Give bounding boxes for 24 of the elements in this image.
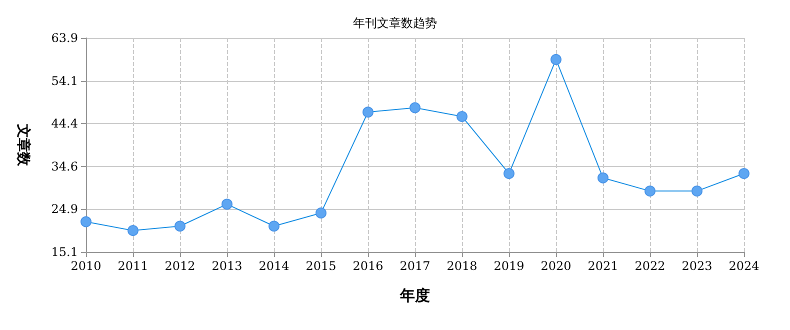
x-tick-label: 2024: [728, 259, 760, 273]
y-tick-label: 54.1: [51, 74, 78, 88]
y-tick-label: 34.6: [51, 159, 78, 174]
x-tick-label: 2014: [258, 259, 290, 273]
x-tick-label: 2023: [682, 259, 712, 273]
y-tick-label: 44.4: [51, 116, 78, 131]
x-tick-label: 2013: [212, 259, 242, 273]
x-tick-label: 2018: [446, 259, 478, 273]
x-tick-label: 2015: [306, 259, 336, 273]
x-axis-title: 年度: [399, 286, 430, 304]
x-tick-label: 2011: [118, 259, 148, 273]
y-tick-label: 24.9: [51, 202, 78, 216]
y-tick-label: 15.1: [51, 245, 78, 259]
x-tick-label: 2010: [70, 259, 102, 273]
x-tick-label: 2016: [352, 259, 384, 273]
chart-title: 年刊文章数趋势: [353, 16, 437, 30]
x-tick-label: 2021: [588, 259, 618, 273]
y-axis-title: 文章数: [15, 123, 32, 167]
x-tick-label: 2022: [634, 259, 666, 273]
x-tick-label: 2019: [494, 259, 524, 273]
y-tick-label: 63.9: [51, 31, 78, 45]
x-tick-label: 2020: [540, 259, 572, 273]
x-tick-label: 2012: [164, 259, 196, 273]
x-tick-label: 2017: [400, 259, 430, 273]
